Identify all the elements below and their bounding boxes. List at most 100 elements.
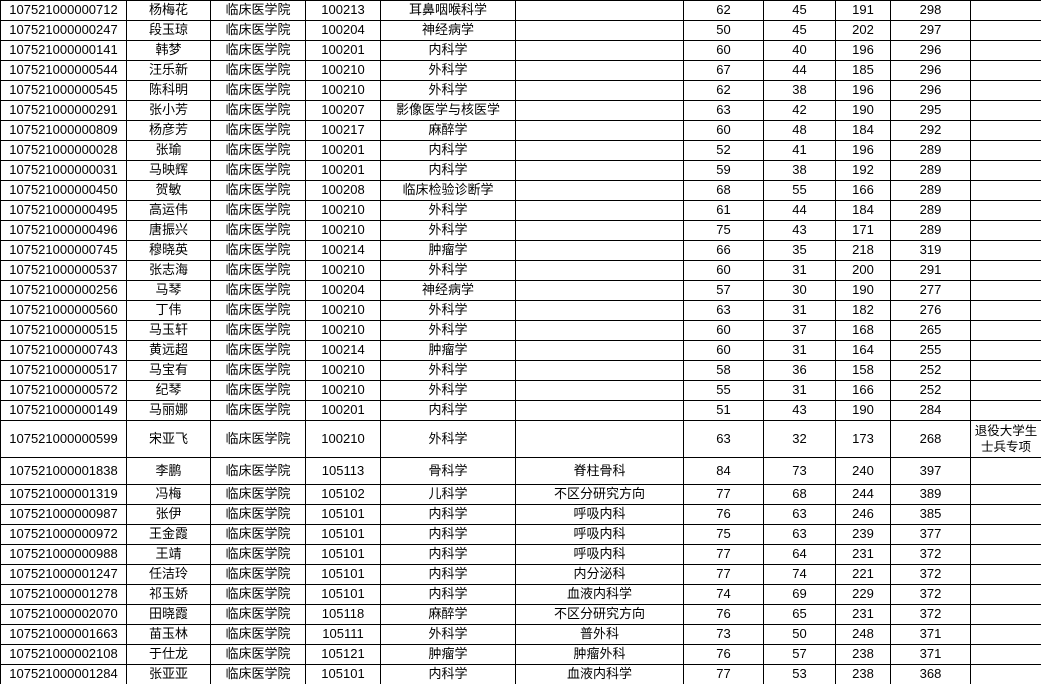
cell-name: 汪乐新 [126, 60, 211, 81]
cell-note [970, 40, 1041, 61]
cell-direction: 呼吸内科 [515, 524, 684, 545]
cell-name: 宋亚飞 [126, 420, 211, 458]
cell-note [970, 644, 1041, 665]
cell-name: 段玉琼 [126, 20, 211, 41]
cell-score3: 166 [835, 180, 891, 201]
cell-major: 影像医学与核医学 [380, 100, 516, 121]
cell-score1: 75 [683, 220, 764, 241]
cell-score1: 75 [683, 524, 764, 545]
cell-score1: 77 [683, 484, 764, 505]
cell-direction [515, 240, 684, 261]
cell-major: 内科学 [380, 40, 516, 61]
cell-score1: 62 [683, 80, 764, 101]
cell-score2: 32 [763, 420, 836, 458]
cell-major: 外科学 [380, 80, 516, 101]
cell-code: 100201 [305, 160, 381, 181]
cell-score1: 74 [683, 584, 764, 605]
cell-total: 289 [890, 180, 971, 201]
cell-total: 295 [890, 100, 971, 121]
cell-score2: 31 [763, 300, 836, 321]
cell-college: 临床医学院 [210, 40, 306, 61]
cell-major: 外科学 [380, 360, 516, 381]
cell-score3: 168 [835, 320, 891, 341]
cell-college: 临床医学院 [210, 584, 306, 605]
cell-college: 临床医学院 [210, 280, 306, 301]
cell-score2: 38 [763, 80, 836, 101]
cell-score2: 53 [763, 664, 836, 684]
cell-direction: 普外科 [515, 624, 684, 645]
cell-score1: 60 [683, 40, 764, 61]
cell-college: 临床医学院 [210, 457, 306, 485]
cell-code: 105101 [305, 504, 381, 525]
cell-score1: 67 [683, 60, 764, 81]
cell-total: 319 [890, 240, 971, 261]
cell-code: 100214 [305, 340, 381, 361]
cell-score1: 66 [683, 240, 764, 261]
cell-college: 临床医学院 [210, 604, 306, 625]
cell-direction: 肿瘤外科 [515, 644, 684, 665]
cell-name: 张小芳 [126, 100, 211, 121]
cell-total: 289 [890, 220, 971, 241]
cell-name: 张瑜 [126, 140, 211, 161]
cell-college: 临床医学院 [210, 564, 306, 585]
cell-code: 105101 [305, 524, 381, 545]
cell-code: 100204 [305, 280, 381, 301]
cell-college: 临床医学院 [210, 20, 306, 41]
cell-college: 临床医学院 [210, 360, 306, 381]
cell-score1: 77 [683, 544, 764, 565]
cell-score3: 184 [835, 120, 891, 141]
cell-total: 277 [890, 280, 971, 301]
cell-score1: 60 [683, 340, 764, 361]
cell-college: 临床医学院 [210, 624, 306, 645]
cell-name: 于仕龙 [126, 644, 211, 665]
cell-code: 105102 [305, 484, 381, 505]
table-row: 107521000001663 苗玉林 临床医学院 105111 外科学 普外科 73 50 2… [0, 624, 1041, 645]
cell-direction [515, 400, 684, 421]
cell-direction: 呼吸内科 [515, 504, 684, 525]
cell-name: 李鹏 [126, 457, 211, 485]
cell-note [970, 240, 1041, 261]
cell-score1: 63 [683, 100, 764, 121]
cell-total: 284 [890, 400, 971, 421]
cell-code: 100204 [305, 20, 381, 41]
cell-score3: 185 [835, 60, 891, 81]
cell-code: 105121 [305, 644, 381, 665]
cell-score3: 196 [835, 140, 891, 161]
cell-note [970, 200, 1041, 221]
cell-direction [515, 40, 684, 61]
cell-major: 内科学 [380, 504, 516, 525]
cell-score2: 44 [763, 200, 836, 221]
cell-college: 临床医学院 [210, 240, 306, 261]
cell-score1: 63 [683, 300, 764, 321]
cell-note [970, 544, 1041, 565]
cell-direction [515, 220, 684, 241]
table-row: 107521000000745 穆晓英 临床医学院 100214 肿瘤学 66 35 218 3… [0, 240, 1041, 261]
cell-score3: 240 [835, 457, 891, 485]
cell-total: 397 [890, 457, 971, 485]
cell-major: 骨科学 [380, 457, 516, 485]
cell-college: 临床医学院 [210, 120, 306, 141]
cell-direction [515, 120, 684, 141]
table-row: 107521000001247 任洁玲 临床医学院 105101 内科学 内分泌科 77 74… [0, 564, 1041, 585]
cell-name: 杨梅花 [126, 0, 211, 21]
cell-score2: 74 [763, 564, 836, 585]
cell-total: 291 [890, 260, 971, 281]
cell-direction [515, 100, 684, 121]
cell-id: 107521000000560 [0, 300, 127, 321]
table-row: 107521000000141 韩梦 临床医学院 100201 内科学 60 40 196 29… [0, 40, 1041, 61]
cell-note [970, 664, 1041, 684]
cell-score2: 31 [763, 260, 836, 281]
cell-total: 372 [890, 544, 971, 565]
cell-code: 105111 [305, 624, 381, 645]
cell-total: 255 [890, 340, 971, 361]
cell-major: 外科学 [380, 300, 516, 321]
cell-total: 377 [890, 524, 971, 545]
cell-score2: 44 [763, 60, 836, 81]
cell-major: 外科学 [380, 380, 516, 401]
cell-total: 276 [890, 300, 971, 321]
cell-id: 107521000000247 [0, 20, 127, 41]
cell-total: 297 [890, 20, 971, 41]
cell-college: 临床医学院 [210, 180, 306, 201]
cell-score2: 30 [763, 280, 836, 301]
